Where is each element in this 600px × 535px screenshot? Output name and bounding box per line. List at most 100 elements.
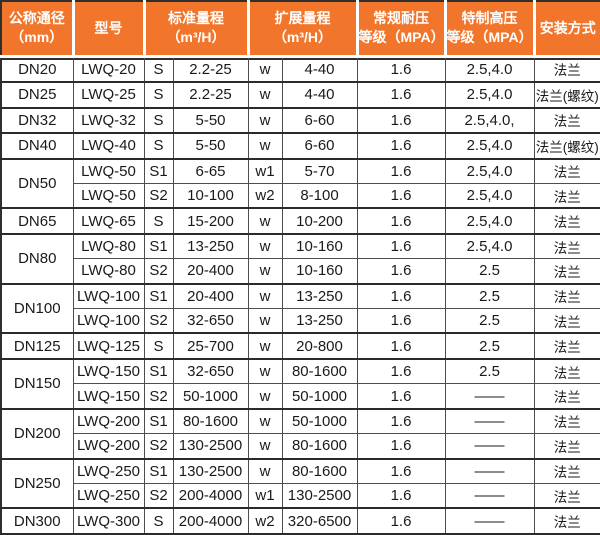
cell-standard-code: S1 — [143, 458, 174, 484]
column-header: 标准量程 （m³/H） — [144, 1, 250, 58]
cell-standard-code: S2 — [143, 433, 174, 460]
cell-model: LWQ-150 — [72, 358, 145, 385]
cell-standard-range: 5-50 — [172, 132, 249, 160]
cell-standard-code: S — [143, 107, 174, 135]
cell-standard-range: 20-400 — [172, 258, 249, 285]
cell-install-type: 法兰 — [533, 233, 600, 260]
cell-standard-code: S1 — [143, 358, 174, 385]
cell-high-pressure: —— — [444, 482, 535, 510]
column-header: 特制高压 等级（MPA） — [445, 1, 536, 58]
cell-install-type: 法兰 — [533, 408, 600, 435]
column-header: 常规耐压 等级（MPA） — [357, 1, 447, 58]
table-row: LWQ-100 S2 32-650 w 13-250 1.6 2.5 法兰 — [1, 308, 600, 335]
cell-extended-range: 6-60 — [281, 107, 358, 135]
column-header: 扩展量程 （m³/H） — [248, 1, 359, 58]
cell-regular-pressure: 1.6 — [356, 408, 446, 435]
column-header-line: 标准量程 — [168, 10, 224, 27]
cell-regular-pressure: 1.6 — [356, 107, 446, 135]
cell-extended-range: 10-200 — [281, 207, 358, 235]
cell-extended-range: 80-1600 — [281, 458, 358, 484]
cell-high-pressure: 2.5 — [444, 332, 535, 360]
cell-model: LWQ-65 — [72, 207, 145, 235]
table-row: LWQ-150 S2 50-1000 w 50-1000 1.6 —— 法兰 — [1, 383, 600, 410]
cell-high-pressure: 2.5,4.0, — [444, 107, 535, 135]
cell-extended-code: w — [247, 258, 283, 285]
cell-model: LWQ-100 — [72, 308, 145, 335]
cell-regular-pressure: 1.6 — [356, 207, 446, 235]
cell-standard-range: 15-200 — [172, 207, 249, 235]
table-row: DN25 LWQ-25 S 2.2-25 w 4-40 1.6 2.5,4.0 法兰(螺纹) — [0, 81, 600, 109]
cell-high-pressure: 2.5,4.0 — [444, 132, 535, 160]
table-row: LWQ-200 S2 130-2500 w 80-1600 1.6 —— 法兰 — [1, 433, 600, 460]
cell-standard-code: S — [143, 332, 174, 360]
cell-extended-code: w — [247, 308, 283, 335]
cell-extended-code: w — [247, 81, 283, 109]
cell-high-pressure: 2.5,4.0 — [444, 233, 535, 260]
column-header-line: 公称通径 — [8, 10, 65, 27]
column-header: 公称通径 （mm） — [1, 1, 75, 58]
cell-regular-pressure: 1.6 — [356, 158, 446, 184]
column-header-line: 型号 — [94, 19, 123, 36]
cell-high-pressure: 2.5,4.0 — [444, 55, 535, 84]
cell-extended-code: w — [247, 458, 283, 484]
cell-standard-range: 20-400 — [172, 283, 249, 310]
table-row: LWQ-250 S2 200-4000 w1 130-2500 1.6 —— 法兰 — [1, 482, 600, 510]
cell-install-type: 法兰 — [533, 332, 600, 360]
cell-extended-code: w — [247, 107, 283, 135]
cell-nominal-diameter: DN65 — [0, 207, 74, 235]
cell-standard-range: 5-50 — [172, 107, 249, 135]
table-row: DN65 LWQ-65 S 15-200 w 10-200 1.6 2.5,4.0 法兰 — [0, 207, 600, 235]
cell-regular-pressure: 1.6 — [356, 283, 446, 310]
column-header-line: 特制高压 — [461, 10, 518, 27]
table-row: DN20 LWQ-20 S 2.2-25 w 4-40 1.6 2.5,4.0 法兰 — [0, 55, 600, 84]
column-header-line: 扩展量程 — [274, 10, 331, 27]
cell-install-type: 法兰 — [533, 458, 600, 484]
cell-nominal-diameter: DN32 — [0, 107, 74, 135]
cell-model: LWQ-125 — [72, 332, 145, 360]
cell-model: LWQ-40 — [72, 132, 145, 160]
table-row: DN40 LWQ-40 S 5-50 w 6-60 1.6 2.5,4.0 法兰(螺纹) — [0, 132, 600, 160]
table-body: DN20 LWQ-20 S 2.2-25 w 4-40 1.6 2.5,4.0 法兰 DN25 LW… — [0, 55, 600, 535]
cell-extended-code: w1 — [247, 482, 283, 510]
cell-extended-range: 10-160 — [281, 258, 358, 285]
table-row: DN250 LWQ-250 S1 130-2500 w 80-1600 1.6 —— 法兰 — [0, 458, 600, 510]
cell-nominal-diameter: DN20 — [0, 55, 74, 84]
table-row: DN100 LWQ-100 S1 20-400 w 13-250 1.6 2.5 法兰 — [0, 283, 600, 335]
cell-extended-range: 50-1000 — [281, 383, 358, 410]
cell-standard-code: S — [143, 207, 174, 235]
cell-high-pressure: 2.5 — [444, 358, 535, 385]
table-row: LWQ-50 S2 10-100 w2 8-100 1.6 2.5,4.0 法兰 — [1, 182, 600, 210]
cell-install-type: 法兰 — [533, 358, 600, 385]
cell-high-pressure: 2.5,4.0 — [444, 158, 535, 184]
cell-install-type: 法兰 — [533, 258, 600, 285]
cell-standard-range: 130-2500 — [172, 458, 249, 484]
cell-model: LWQ-20 — [72, 55, 145, 84]
cell-model: LWQ-80 — [72, 258, 145, 285]
table-row: DN125 LWQ-125 S 25-700 w 20-800 1.6 2.5 法兰 — [0, 332, 600, 360]
cell-install-type: 法兰 — [533, 433, 600, 460]
cell-standard-code: S2 — [143, 383, 174, 410]
cell-standard-code: S1 — [143, 233, 174, 260]
cell-model: LWQ-250 — [72, 458, 145, 484]
cell-nominal-diameter: DN40 — [0, 132, 74, 160]
cell-extended-code: w — [247, 233, 283, 260]
cell-model: LWQ-32 — [72, 107, 145, 135]
cell-extended-range: 80-1600 — [281, 358, 358, 385]
cell-model: LWQ-100 — [72, 283, 145, 310]
cell-extended-range: 6-60 — [281, 132, 358, 160]
cell-extended-range: 5-70 — [281, 158, 358, 184]
cell-regular-pressure: 1.6 — [356, 182, 446, 210]
cell-install-type: 法兰(螺纹) — [533, 132, 600, 160]
cell-standard-range: 25-700 — [172, 332, 249, 360]
cell-model: LWQ-250 — [72, 482, 145, 510]
cell-standard-range: 50-1000 — [172, 383, 249, 410]
cell-install-type: 法兰 — [533, 507, 600, 535]
table-row: DN200 LWQ-200 S1 80-1600 w 50-1000 1.6 —— 法兰 — [0, 408, 600, 460]
cell-standard-code: S1 — [143, 283, 174, 310]
cell-model: LWQ-150 — [72, 383, 145, 410]
cell-extended-range: 8-100 — [281, 182, 358, 210]
cell-standard-code: S2 — [143, 258, 174, 285]
cell-extended-code: w — [247, 55, 283, 84]
